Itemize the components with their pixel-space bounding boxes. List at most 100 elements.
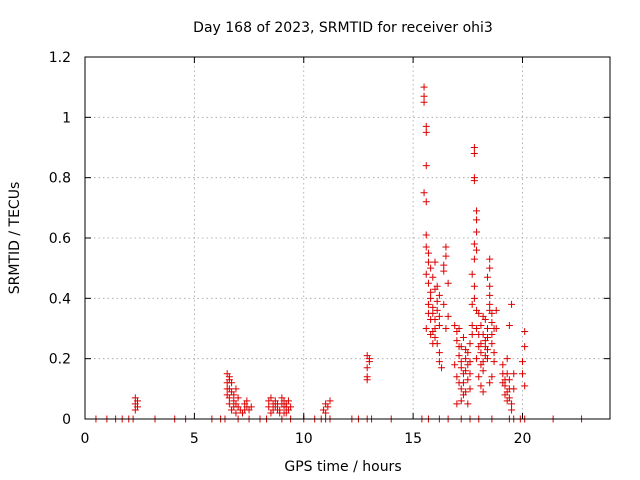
data-point: [477, 321, 485, 329]
data-point: [492, 306, 500, 314]
data-point: [433, 297, 441, 305]
data-point: [451, 361, 459, 369]
y-axis-label: SRMTID / TECUs: [7, 182, 23, 295]
data-point: [442, 325, 450, 332]
data-point: [521, 343, 529, 351]
data-point: [422, 122, 430, 130]
data-point: [466, 340, 474, 348]
data-point: [284, 397, 292, 405]
data-point: [486, 291, 494, 299]
data-point: [501, 391, 509, 399]
data-point: [470, 255, 478, 263]
data-point: [475, 343, 483, 351]
data-point: [490, 358, 498, 366]
data-point: [488, 309, 496, 317]
y-tick-label: 0.8: [49, 171, 71, 187]
data-point: [265, 403, 273, 411]
data-point: [435, 291, 443, 299]
data-point: [232, 409, 240, 417]
data-point: [420, 98, 428, 106]
data-point: [440, 267, 448, 275]
x-tick-label: 20: [514, 431, 532, 447]
data-point: [468, 300, 476, 308]
y-tick-label: 0.6: [49, 231, 71, 247]
data-point: [490, 349, 498, 357]
data-point: [239, 409, 246, 417]
data-point: [470, 174, 478, 182]
x-tick-label: 0: [81, 431, 90, 447]
data-point: [505, 321, 513, 329]
data-point: [433, 282, 441, 290]
data-point: [484, 273, 491, 281]
data-point: [232, 385, 240, 393]
data-point: [422, 270, 430, 278]
data-point: [427, 264, 435, 272]
data-point: [519, 370, 526, 378]
data-point: [503, 397, 511, 405]
data-point: [464, 400, 472, 408]
data-point: [225, 400, 233, 408]
data-point: [363, 364, 371, 372]
data-point: [486, 300, 494, 308]
data-point: [473, 216, 481, 224]
data-point: [477, 382, 485, 390]
data-point: [470, 150, 478, 158]
data-point: [435, 321, 443, 329]
data-point: [230, 391, 238, 399]
data-point: [488, 373, 496, 381]
data-point: [473, 325, 481, 332]
data-point: [424, 309, 432, 317]
data-point: [427, 288, 435, 296]
series-srmtid: [92, 83, 586, 423]
data-point: [442, 252, 450, 260]
data-point: [475, 309, 483, 317]
data-point: [486, 379, 494, 387]
data-point: [508, 406, 516, 414]
data-point: [484, 355, 491, 363]
data-point: [267, 409, 275, 417]
data-point: [470, 144, 478, 151]
data-point: [435, 312, 443, 320]
data-point: [420, 83, 428, 91]
grid-lines: [85, 57, 610, 419]
data-point: [453, 400, 461, 408]
data-point: [429, 303, 437, 311]
data-point: [464, 376, 472, 384]
data-point: [234, 394, 242, 402]
data-point: [422, 128, 430, 136]
data-point: [492, 325, 500, 332]
data-point: [470, 240, 478, 248]
data-point: [363, 376, 371, 384]
chart-title: Day 168 of 2023, SRMTID for receiver ohi…: [193, 20, 493, 36]
data-point: [470, 294, 478, 302]
y-tick-label: 1.2: [49, 50, 71, 66]
data-point: [274, 406, 281, 414]
data-point: [435, 358, 443, 366]
data-point: [499, 361, 507, 369]
data-point: [457, 358, 465, 366]
data-point: [365, 355, 373, 363]
data-point: [451, 321, 459, 329]
data-point: [486, 255, 494, 263]
data-point: [473, 246, 481, 254]
data-point: [459, 334, 467, 342]
data-point: [278, 394, 286, 402]
data-point: [265, 397, 273, 405]
data-point: [420, 92, 428, 100]
data-point: [453, 337, 461, 345]
data-point: [455, 325, 463, 332]
data-point: [484, 325, 491, 332]
x-tick-label: 10: [295, 431, 313, 447]
data-point: [486, 264, 494, 272]
data-point: [457, 364, 465, 372]
data-point: [438, 364, 446, 372]
data-point: [282, 403, 290, 411]
data-point: [473, 355, 481, 363]
x-axis-label: GPS time / hours: [284, 459, 401, 475]
data-point: [468, 321, 476, 329]
data-point: [503, 355, 511, 363]
data-point: [422, 162, 430, 170]
data-point: [475, 373, 483, 381]
data-point: [420, 189, 428, 197]
